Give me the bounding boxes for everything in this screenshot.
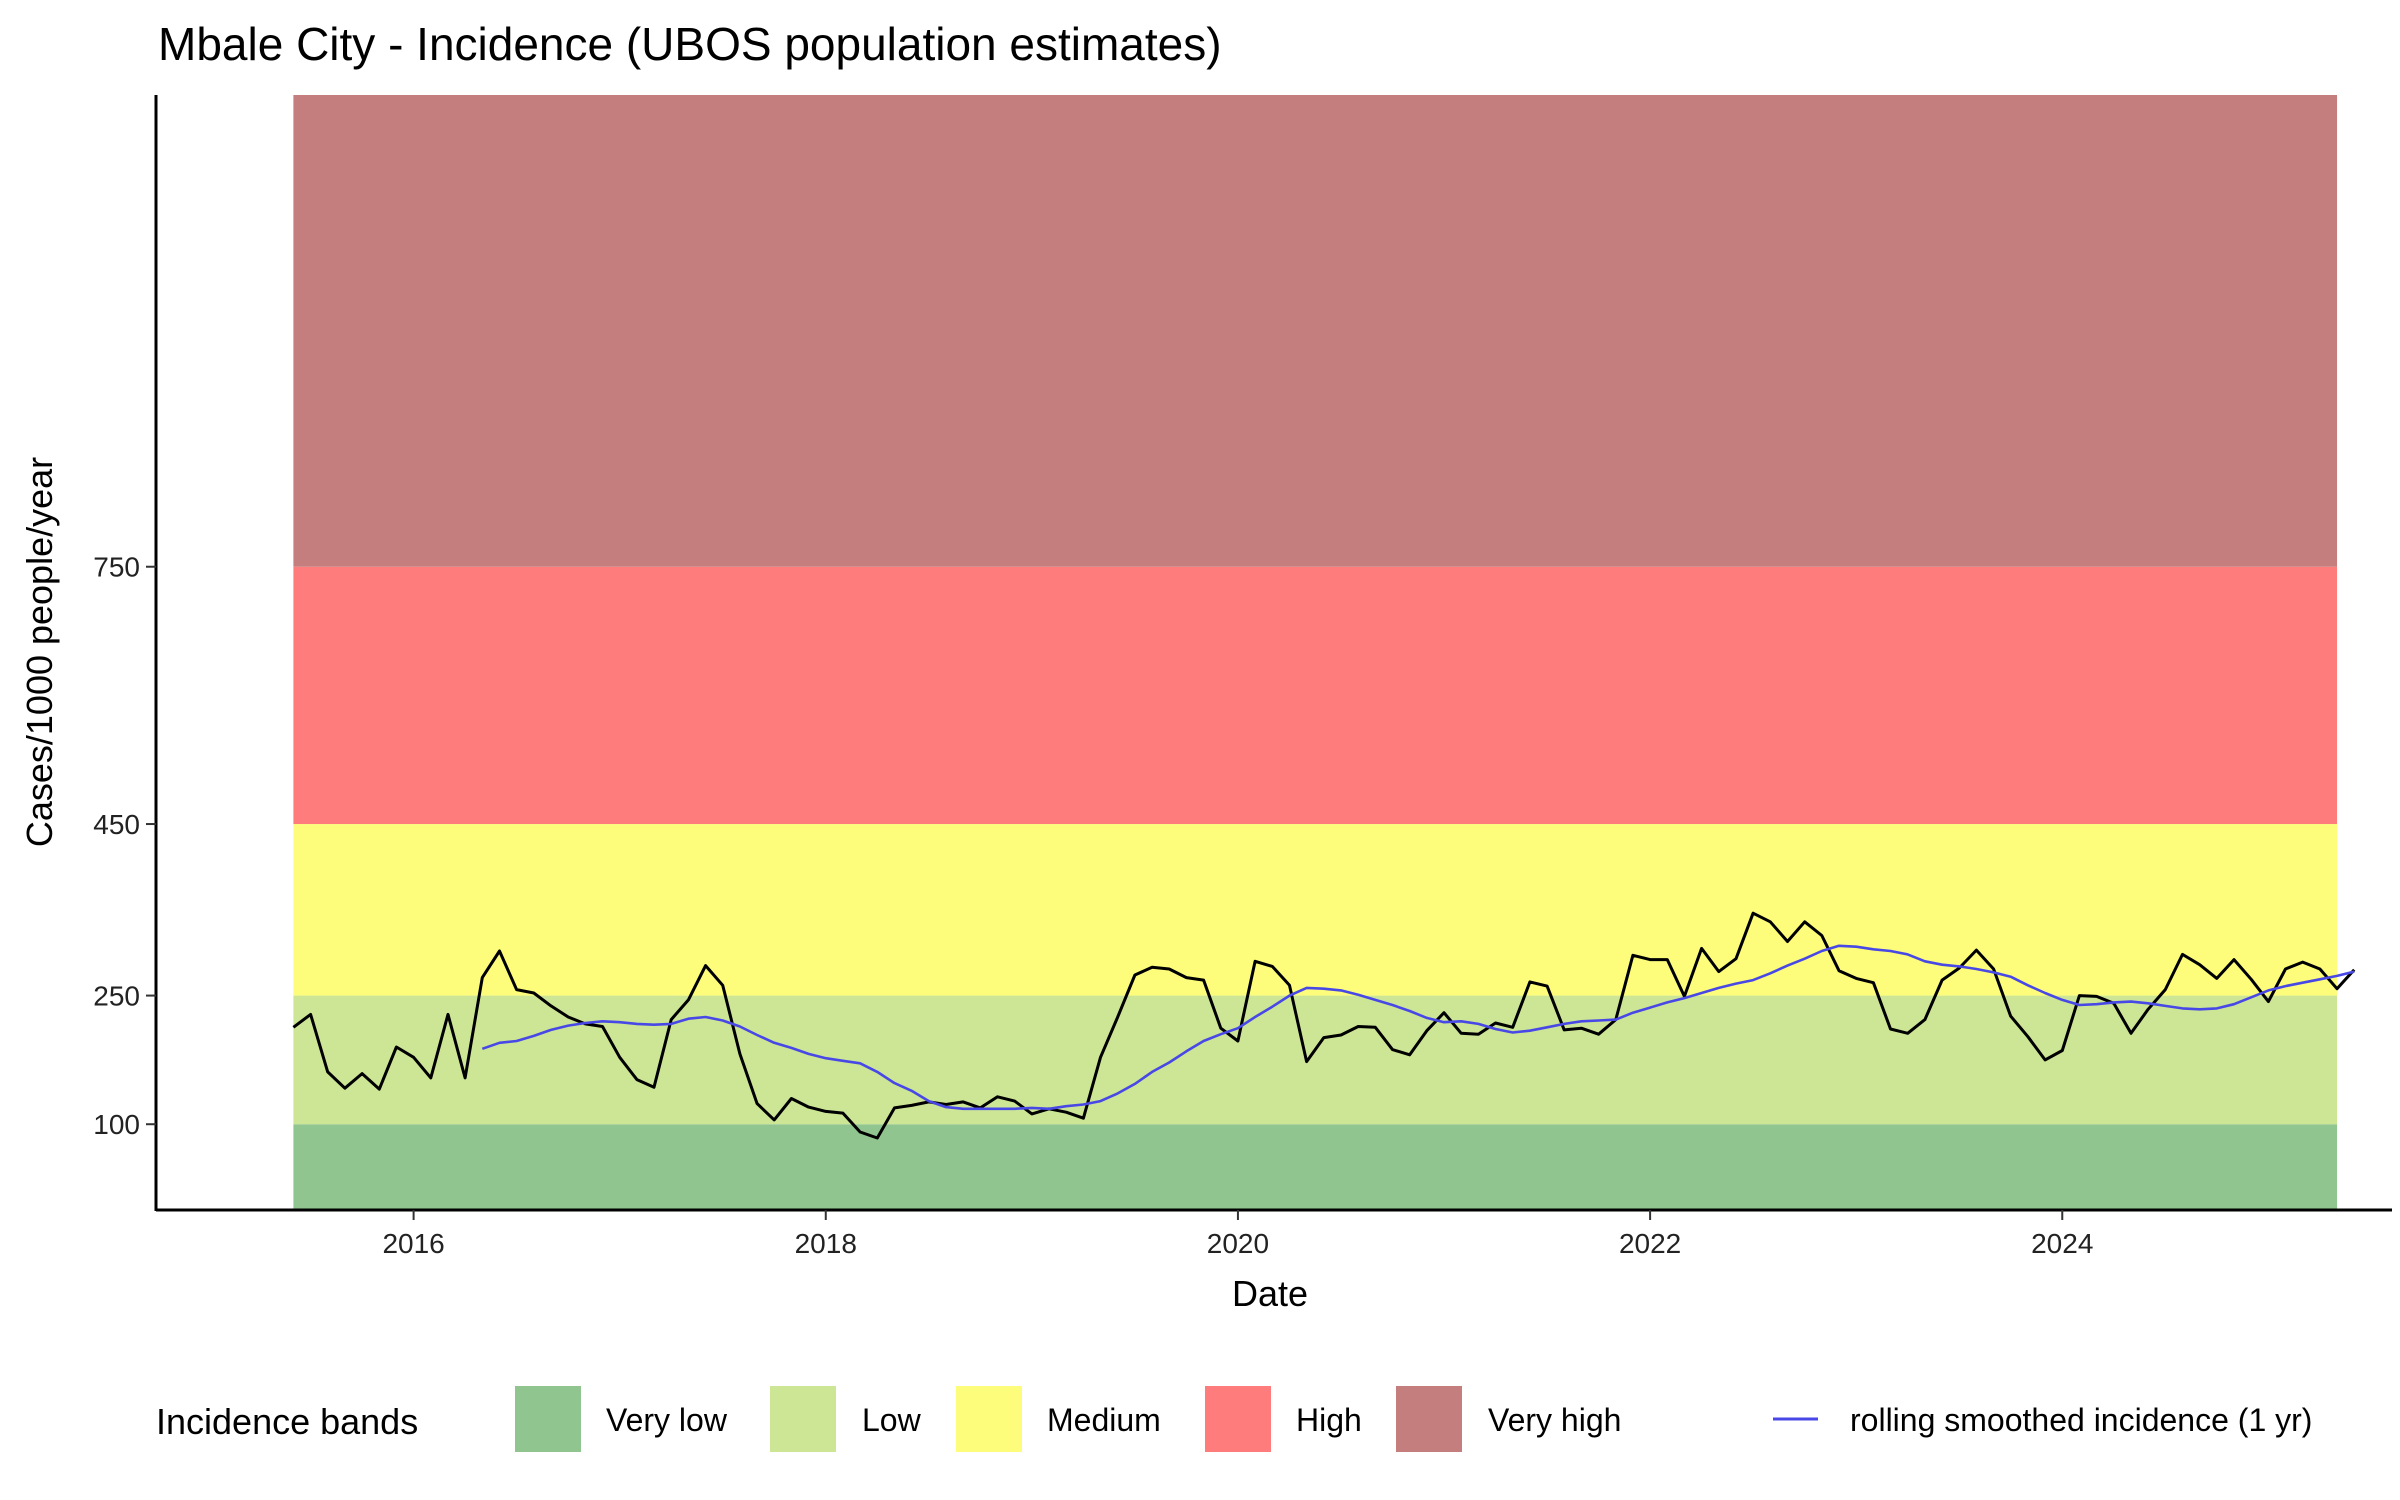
legend-label-rolling-smoothed: rolling smoothed incidence (1 yr) [1850,1402,2312,1438]
band-very-high [293,95,2338,567]
x-tick-label: 2022 [1619,1228,1681,1259]
legend-swatch-very-high [1396,1386,1462,1452]
y-axis-title: Cases/1000 people/year [19,457,60,847]
band-high [293,566,2338,825]
legend-swatch-low [770,1386,836,1452]
incidence-bands [293,95,2338,1210]
y-tick-label: 450 [93,809,140,840]
x-axis-title: Date [1232,1273,1308,1314]
x-tick-label: 2016 [382,1228,444,1259]
x-tick-label: 2018 [795,1228,857,1259]
y-tick-label: 750 [93,552,140,583]
chart-title: Mbale City - Incidence (UBOS population … [158,18,1222,70]
band-medium [293,824,2338,996]
legend-swatch-medium [956,1386,1022,1452]
legend-label-low: Low [862,1402,922,1438]
legend-swatch-high [1205,1386,1271,1452]
legend-label-very-low: Very low [606,1402,728,1438]
legend-label-medium: Medium [1047,1402,1161,1438]
legend-swatch-very-low [515,1386,581,1452]
legend: Incidence bands Very low Low Medium High Ver… [156,1386,2312,1452]
legend-title: Incidence bands [156,1401,418,1442]
legend-label-very-high: Very high [1488,1402,1621,1438]
legend-label-high: High [1296,1402,1362,1438]
y-tick-label: 100 [93,1109,140,1140]
x-axis-ticks: 2016 2018 2020 2022 2024 [382,1210,2093,1259]
band-very-low [293,1124,2338,1210]
band-low [293,995,2338,1125]
x-tick-label: 2024 [2031,1228,2093,1259]
y-tick-label: 250 [93,981,140,1012]
x-tick-label: 2020 [1207,1228,1269,1259]
series-line-rolling-smoothed [481,944,2355,1111]
y-axis-ticks: 100 250 450 750 [93,552,156,1140]
plot-lines [292,911,2356,1140]
series-line-monthly-incidence [292,911,2356,1140]
